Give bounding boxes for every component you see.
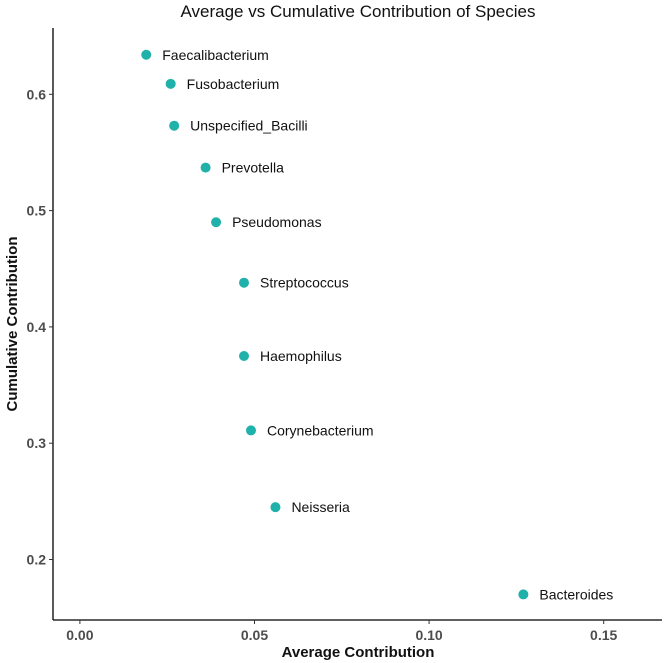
x-axis-ticks: 0.00 0.05 0.10 0.15 bbox=[66, 620, 618, 643]
data-point bbox=[165, 78, 176, 89]
data-point bbox=[200, 162, 211, 173]
y-axis-ticks: 0.2 0.3 0.4 0.5 0.6 bbox=[27, 86, 53, 568]
point-label: Prevotella bbox=[222, 160, 284, 176]
y-tick-label: 0.5 bbox=[27, 203, 47, 219]
point-label: Haemophilus bbox=[260, 348, 342, 364]
y-tick-label: 0.3 bbox=[27, 435, 47, 451]
data-point bbox=[245, 425, 256, 436]
data-point bbox=[270, 502, 281, 513]
x-tick-label: 0.10 bbox=[415, 627, 442, 643]
point-label: Bacteroides bbox=[539, 586, 613, 602]
data-point bbox=[169, 120, 180, 131]
x-axis-title: Average Contribution bbox=[282, 644, 435, 661]
point-label: Corynebacterium bbox=[267, 422, 374, 438]
data-point bbox=[239, 277, 250, 288]
point-label: Streptococcus bbox=[260, 275, 349, 291]
y-tick-label: 0.2 bbox=[27, 552, 47, 568]
point-label: Faecalibacterium bbox=[162, 47, 269, 63]
x-tick-label: 0.15 bbox=[590, 627, 617, 643]
data-point bbox=[141, 49, 152, 60]
point-label: Neisseria bbox=[291, 499, 350, 515]
y-tick-label: 0.6 bbox=[27, 86, 47, 102]
plot-area: Faecalibacterium Fusobacterium Unspecified… bbox=[141, 47, 613, 602]
y-axis-title: Cumulative Contribution bbox=[4, 237, 21, 412]
x-tick-label: 0.00 bbox=[66, 627, 93, 643]
x-tick-label: 0.05 bbox=[241, 627, 268, 643]
data-point bbox=[518, 589, 529, 600]
data-point bbox=[211, 217, 222, 228]
point-label: Pseudomonas bbox=[232, 214, 322, 230]
y-tick-label: 0.4 bbox=[27, 319, 47, 335]
point-label: Fusobacterium bbox=[187, 76, 280, 92]
chart-title: Average vs Cumulative Contribution of Sp… bbox=[181, 2, 536, 21]
point-label: Unspecified_Bacilli bbox=[190, 118, 308, 134]
data-point bbox=[239, 350, 250, 361]
